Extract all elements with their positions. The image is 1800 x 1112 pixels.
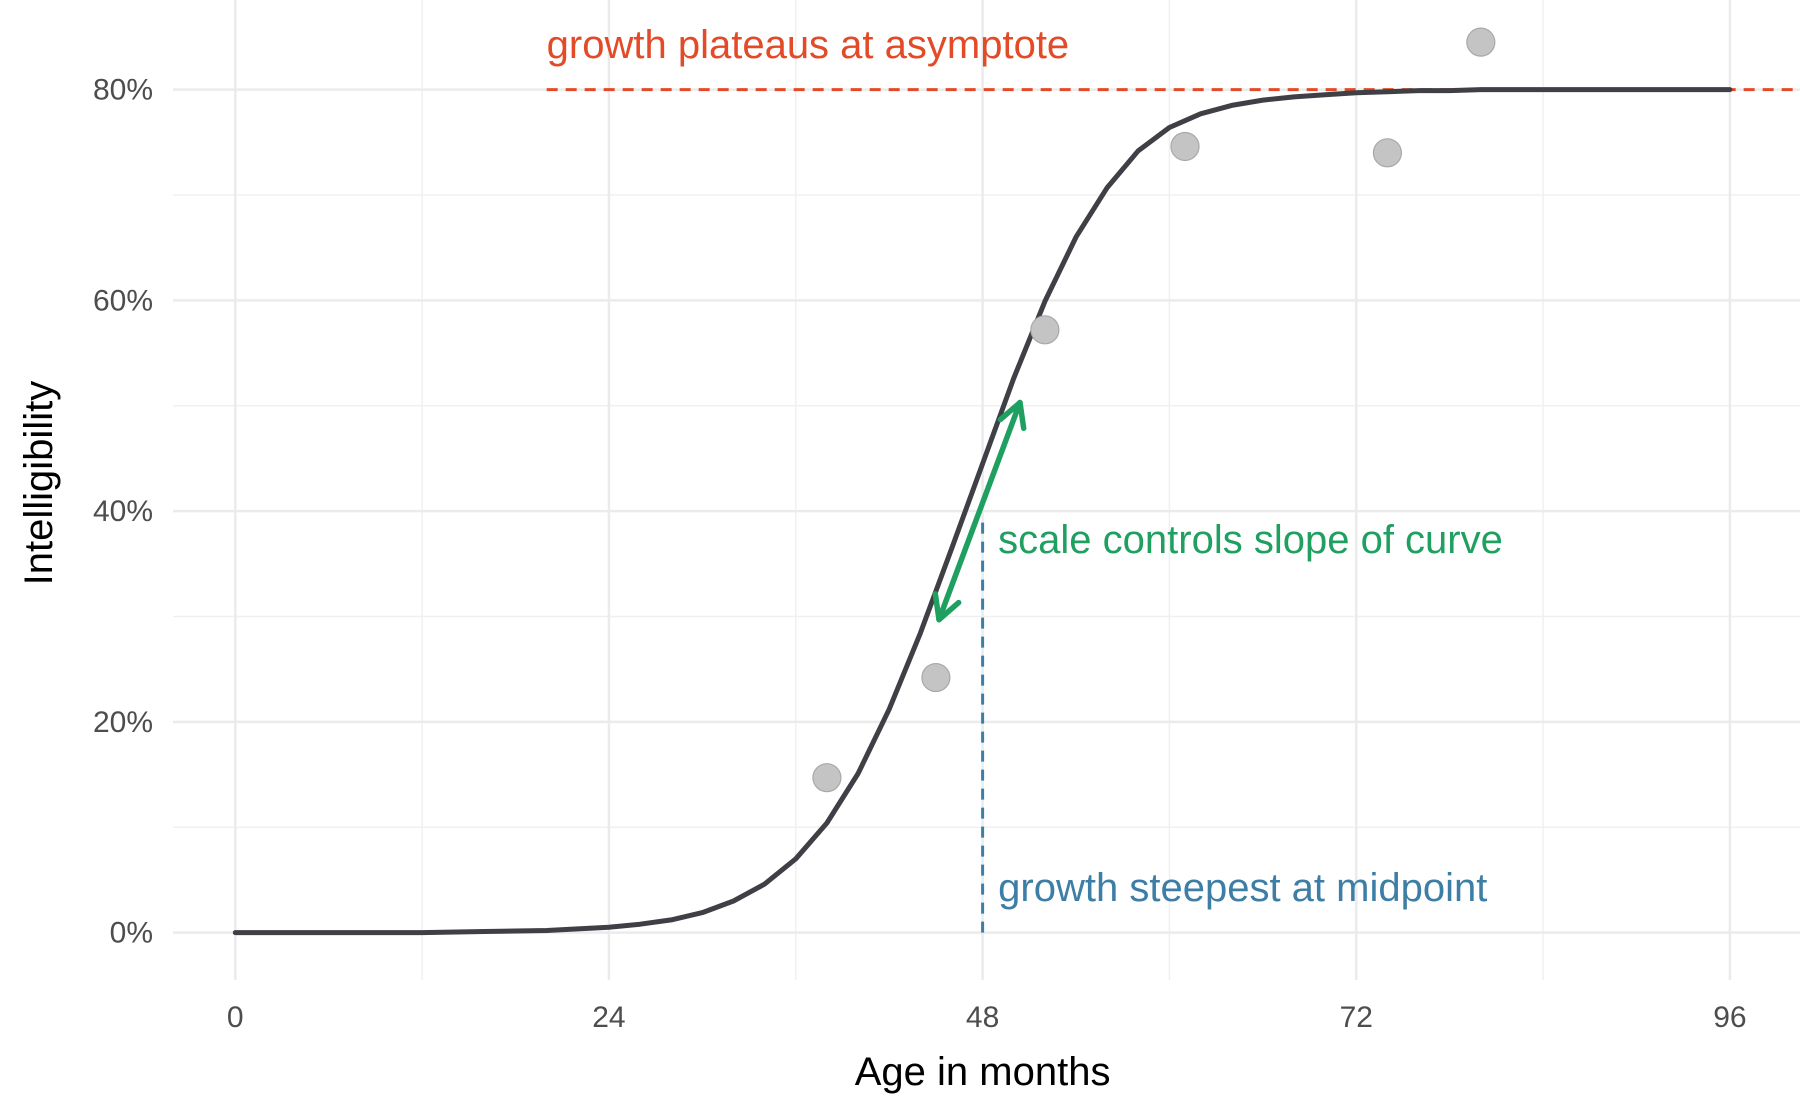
x-tick-label: 48 bbox=[966, 1001, 999, 1034]
x-tick-label: 0 bbox=[227, 1001, 244, 1034]
scale-arrow-head bbox=[932, 591, 962, 623]
data-point bbox=[1466, 27, 1496, 57]
x-tick-label: 96 bbox=[1713, 1001, 1746, 1034]
x-tick-labels: 0 24 48 72 96 bbox=[227, 1001, 1747, 1034]
data-point bbox=[1170, 131, 1200, 162]
observed-points-layer bbox=[812, 27, 1496, 793]
y-tick-label: 80% bbox=[93, 74, 153, 107]
annotation-lines bbox=[546, 88, 1800, 933]
data-point bbox=[1030, 315, 1060, 345]
y-tick-label: 0% bbox=[110, 917, 153, 950]
scale-arrow-head bbox=[997, 399, 1027, 432]
y-tick-label: 20% bbox=[93, 706, 153, 739]
minor-gridlines bbox=[173, 0, 1800, 980]
midpoint-annotation: growth steepest at midpoint bbox=[998, 866, 1487, 910]
scale-arrow-shaft bbox=[936, 399, 1023, 623]
data-point bbox=[1372, 138, 1403, 168]
x-tick-label: 72 bbox=[1340, 1001, 1373, 1034]
y-axis-title: Intelligibility bbox=[17, 381, 61, 586]
scale-annotation: scale controls slope of curve bbox=[998, 518, 1503, 562]
fitted-curve-line bbox=[232, 87, 1733, 936]
data-point bbox=[812, 763, 842, 793]
y-tick-label: 60% bbox=[93, 284, 153, 317]
y-tick-labels: 0% 20% 40% 60% 80% bbox=[93, 74, 153, 950]
y-tick-label: 40% bbox=[93, 495, 153, 528]
fitted-curve-layer bbox=[232, 87, 1733, 936]
asymptote-annotation: growth plateaus at asymptote bbox=[547, 23, 1070, 67]
scale-arrow-layer bbox=[932, 399, 1027, 623]
x-axis-title: Age in months bbox=[855, 1050, 1111, 1094]
x-tick-label: 24 bbox=[592, 1001, 625, 1034]
data-point bbox=[921, 662, 951, 693]
